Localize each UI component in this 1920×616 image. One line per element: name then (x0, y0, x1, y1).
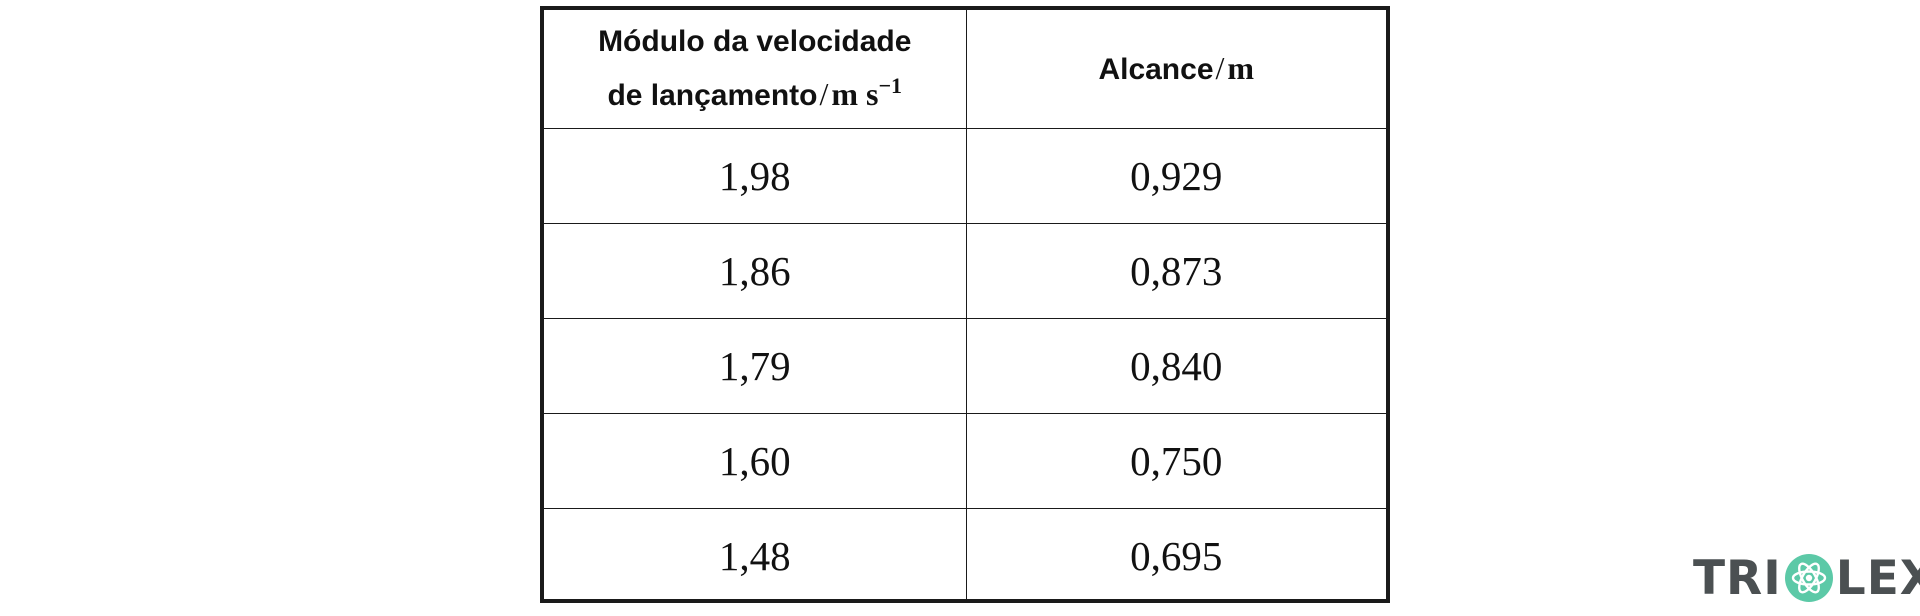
unit-separator: / (819, 75, 829, 112)
header-launch-speed-line2: de lançamento (607, 78, 818, 112)
header-range-label: Alcance (1098, 52, 1214, 86)
table-row: 1,98 0,929 (544, 127, 1386, 224)
cell-range: 0,695 (965, 507, 1386, 603)
cell-range: 0,840 (965, 317, 1386, 414)
table-header-row: Módulo da velocidade de lançamento/m s−1… (544, 10, 1386, 129)
header-launch-speed: Módulo da velocidade de lançamento/m s−1 (544, 10, 967, 129)
logo-text-start: TRI (1693, 550, 1782, 606)
cell-speed: 1,60 (544, 412, 967, 509)
cell-range: 0,873 (965, 222, 1386, 319)
data-table: Módulo da velocidade de lançamento/m s−1… (544, 10, 1386, 603)
data-table-container: Módulo da velocidade de lançamento/m s−1… (540, 6, 1390, 603)
cell-range: 0,750 (965, 412, 1386, 509)
cell-speed: 1,98 (544, 127, 967, 224)
unit-symbol: m s (831, 75, 879, 112)
header-launch-speed-unit: m s−1 (831, 72, 903, 112)
unit-exponent: −1 (878, 72, 903, 98)
triolex-logo: TRI LEX (1693, 550, 1920, 606)
table-row: 1,86 0,873 (544, 222, 1386, 319)
header-range: Alcance/m (965, 10, 1386, 129)
cell-speed: 1,48 (544, 507, 967, 603)
atom-icon (1783, 552, 1835, 604)
table-row: 1,79 0,840 (544, 317, 1386, 414)
unit-separator: / (1215, 49, 1225, 86)
logo-text-end: LEX (1835, 550, 1920, 606)
cell-speed: 1,79 (544, 317, 967, 414)
table-row: 1,48 0,695 (544, 507, 1386, 603)
cell-range: 0,929 (965, 127, 1386, 224)
header-launch-speed-line1: Módulo da velocidade (598, 24, 912, 58)
table-row: 1,60 0,750 (544, 412, 1386, 509)
header-range-unit: m (1227, 49, 1255, 86)
cell-speed: 1,86 (544, 222, 967, 319)
